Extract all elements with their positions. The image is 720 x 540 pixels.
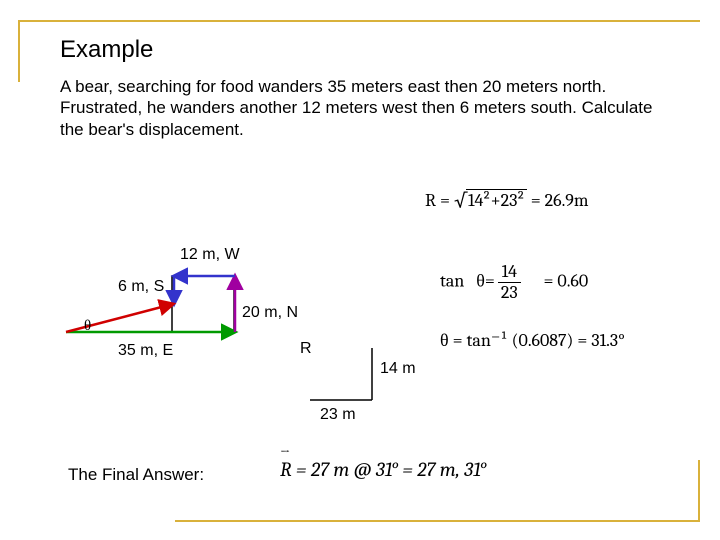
- label-20n: 20 m, N: [242, 304, 298, 322]
- problem-text: A bear, searching for food wanders 35 me…: [60, 76, 660, 140]
- frame-right: [698, 460, 700, 522]
- frame-left: [18, 20, 20, 82]
- final-answer-label: The Final Answer:: [68, 465, 204, 485]
- equation-tan: tan θ=1423 = 0.60: [440, 262, 588, 303]
- slide-title: Example: [60, 36, 153, 64]
- vector-diagram: 12 m, W 6 m, S 20 m, N 35 m, E θ R 14 m …: [60, 230, 390, 450]
- equation-theta: θ = tan⁻¹ (0.6087) = 31.3°: [440, 330, 625, 351]
- label-35e: 35 m, E: [118, 342, 173, 360]
- resultant-arrow: [66, 304, 173, 332]
- label-theta: θ: [84, 318, 91, 335]
- label-23m: 23 m: [320, 406, 356, 424]
- diagram-rect: [172, 276, 234, 332]
- label-r: R: [300, 340, 312, 358]
- final-answer-equation: R = 27 m @ 31° = 27 m, 31°: [280, 458, 486, 481]
- frame-top: [18, 20, 700, 22]
- label-14m: 14 m: [380, 360, 416, 378]
- label-12w: 12 m, W: [180, 246, 240, 264]
- label-6s: 6 m, S: [118, 278, 164, 296]
- equation-r-magnitude: R = 14²+23² = 26.9m: [425, 190, 589, 211]
- frame-bottom: [175, 520, 700, 522]
